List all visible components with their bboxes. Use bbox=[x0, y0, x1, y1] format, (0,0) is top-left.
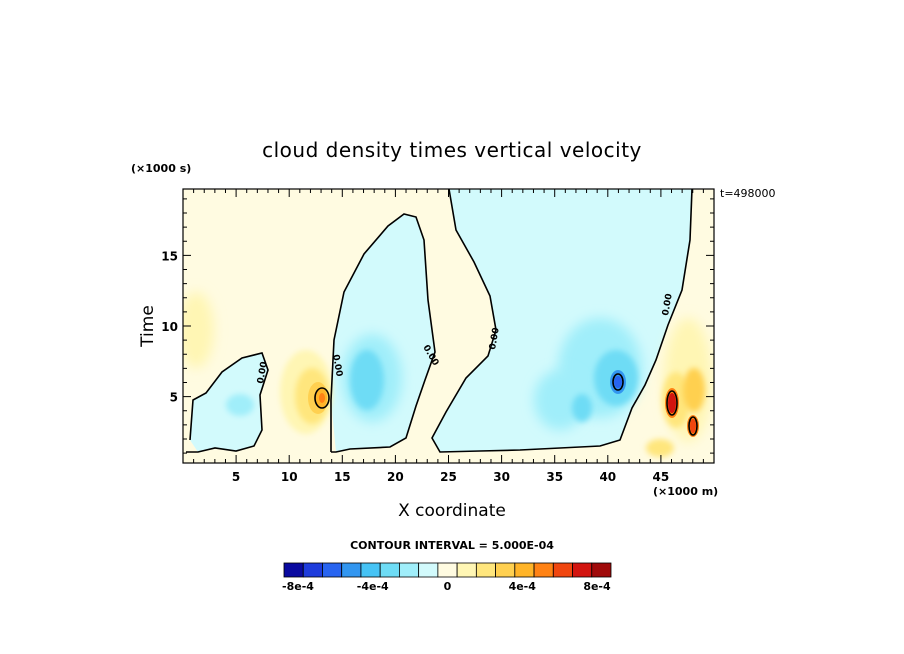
x-tick-label: 15 bbox=[334, 470, 351, 484]
contour-label: 0.00 bbox=[661, 293, 675, 317]
x-axis-label: X coordinate bbox=[398, 501, 506, 521]
colorbar-swatch bbox=[283, 562, 304, 578]
colorbar-swatch bbox=[591, 562, 612, 578]
contour-updraft-right bbox=[666, 390, 678, 416]
zero-contour-left bbox=[186, 352, 269, 453]
x-tick-label: 30 bbox=[493, 470, 510, 484]
colorbar-tick-label: 8e-4 bbox=[583, 580, 611, 593]
x-axis: 5 10 15 20 25 30 35 40 45 bbox=[193, 189, 704, 484]
left-edge-positive bbox=[183, 292, 214, 368]
colorbar-swatch bbox=[533, 562, 554, 578]
updraft-center-peak bbox=[319, 393, 325, 403]
zero-contour-center bbox=[330, 213, 436, 453]
contour-updraft-right-2 bbox=[688, 416, 698, 436]
negative-core-left bbox=[226, 394, 254, 416]
contour-updraft-center bbox=[314, 387, 330, 409]
colorbar-swatch bbox=[437, 562, 458, 578]
contour-interval-label: CONTOUR INTERVAL = 5.000E-04 bbox=[350, 539, 554, 552]
colorbar-swatch bbox=[552, 562, 573, 578]
colorbar-tick-label: 4e-4 bbox=[509, 580, 537, 593]
colorbar-swatch bbox=[379, 562, 400, 578]
negative-core-right-small bbox=[572, 394, 592, 422]
x-tick-label: 40 bbox=[599, 470, 616, 484]
colorbar-swatch bbox=[322, 562, 343, 578]
contour-label: 0.00 bbox=[256, 361, 270, 385]
colorbar-swatch bbox=[360, 562, 381, 578]
negative-peak-right-inner bbox=[614, 376, 622, 388]
contour-label: 0.00 bbox=[488, 327, 502, 351]
updraft-bottom bbox=[646, 439, 674, 457]
y-tick-label: 15 bbox=[161, 249, 178, 263]
colorbar-tick-label: 0 bbox=[444, 580, 452, 593]
colorbar-swatch bbox=[456, 562, 477, 578]
updraft-right-peak-2 bbox=[690, 419, 696, 433]
x-tick-label: 35 bbox=[546, 470, 563, 484]
x-tick-label: 20 bbox=[387, 470, 404, 484]
negative-core-center-inner bbox=[350, 350, 384, 410]
y-axis: 5 10 15 bbox=[161, 198, 714, 454]
updraft-right-peak bbox=[668, 393, 676, 413]
contour-label: 0.00 bbox=[330, 354, 344, 378]
zero-contour-right bbox=[431, 189, 693, 453]
x-tick-label: 10 bbox=[281, 470, 298, 484]
colorbar-swatch bbox=[399, 562, 420, 578]
y-tick-label: 5 bbox=[170, 391, 178, 405]
colorbar-tick-label: -8e-4 bbox=[282, 580, 314, 593]
contour-downdraft-right bbox=[612, 373, 624, 391]
x-tick-label: 5 bbox=[232, 470, 240, 484]
colorbar-swatch bbox=[495, 562, 516, 578]
field-layer bbox=[183, 189, 714, 463]
colorbar-swatch bbox=[572, 562, 593, 578]
colorbar-swatch bbox=[475, 562, 496, 578]
colorbar: -8e-4 -4e-4 0 4e-4 8e-4 bbox=[282, 562, 612, 593]
zero-contours bbox=[186, 189, 698, 453]
x-tick-label: 25 bbox=[440, 470, 457, 484]
x-tick-label: 45 bbox=[653, 470, 670, 484]
colorbar-swatch bbox=[418, 562, 439, 578]
colorbar-swatch bbox=[302, 562, 323, 578]
updraft-right-mid-2 bbox=[683, 368, 705, 412]
y-tick-label: 10 bbox=[161, 320, 178, 334]
time-stamp: t=498000 bbox=[720, 187, 776, 200]
chart-title: cloud density times vertical velocity bbox=[262, 138, 642, 162]
negative-zone-right-lower bbox=[534, 370, 586, 430]
colorbar-tick-label: -4e-4 bbox=[357, 580, 389, 593]
y-axis-unit: (×1000 s) bbox=[131, 162, 192, 175]
colorbar-swatch bbox=[514, 562, 535, 578]
x-axis-unit: (×1000 m) bbox=[653, 485, 719, 498]
colorbar-swatch bbox=[341, 562, 362, 578]
